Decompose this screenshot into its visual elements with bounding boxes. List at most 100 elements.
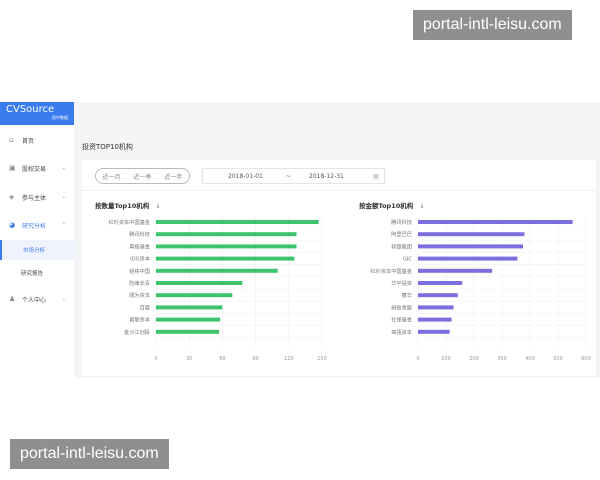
- x-tick-label: 200: [469, 356, 479, 362]
- calendar-icon[interactable]: ▦: [373, 173, 379, 180]
- bar: [156, 232, 297, 237]
- period-quarter[interactable]: 近一季: [133, 173, 152, 181]
- category-label: 社保基金: [391, 316, 413, 324]
- sidebar-item-label: 研究报告: [21, 271, 44, 277]
- x-tick-label: 0: [154, 356, 157, 362]
- category-label: 腾讯科技: [391, 218, 412, 226]
- category-label: 高瓴资本: [391, 328, 412, 336]
- category-label: 软银集团: [391, 242, 412, 250]
- category-label: 百度: [140, 303, 150, 311]
- bar: [156, 220, 319, 224]
- bar: [418, 244, 523, 249]
- category-label: 险峰长青: [129, 279, 150, 287]
- page-title: 投资TOP10机构: [82, 143, 133, 151]
- sidebar-item[interactable]: ◕ 研究分析 ⌃: [0, 215, 74, 235]
- bar: [418, 317, 452, 322]
- x-tick-label: 90: [252, 356, 258, 362]
- divider: [82, 190, 596, 191]
- category-label: 腾讯科技: [129, 230, 150, 238]
- bar: [156, 293, 233, 298]
- date-range-picker[interactable]: 2018-01-01 ~ 2018-12-31 ▦: [202, 168, 385, 184]
- x-tick-label: 100: [441, 356, 451, 362]
- bar: [418, 281, 463, 285]
- x-tick-label: 30: [186, 356, 192, 362]
- bar: [156, 305, 223, 310]
- sidebar: CVSource 投中数据 ⌂ 首页 ▣ 股权交易 ⌄ ◈ 参与主体 ⌄ ◕ 研究分析 ⌃ 市场分析研究…: [0, 102, 74, 378]
- pie-chart-icon: ◕: [9, 221, 16, 229]
- sidebar-item-label: 参与主体: [22, 194, 47, 202]
- x-tick-label: 120: [284, 356, 294, 362]
- chart-title-count: 按数量Top10机构 ↓: [95, 200, 161, 210]
- x-tick-label: 400: [525, 356, 535, 362]
- sidebar-item[interactable]: ◈ 参与主体 ⌄: [0, 187, 74, 207]
- download-icon[interactable]: ↓: [419, 202, 425, 210]
- start-date[interactable]: 2018-01-01: [228, 173, 263, 180]
- category-label: 蚂蚁金服: [391, 303, 413, 311]
- bar: [418, 232, 525, 237]
- chevron-icon[interactable]: ⌄: [61, 194, 66, 200]
- period-month[interactable]: 近一月: [102, 173, 121, 181]
- x-tick-label: 0: [416, 356, 419, 362]
- bar: [156, 317, 221, 322]
- category-label: 阿里巴巴: [391, 230, 412, 238]
- watermark-top: portal-intl-leisu.com: [413, 10, 572, 40]
- sidebar-item-label: 股权交易: [22, 165, 47, 173]
- bar: [156, 256, 295, 261]
- sidebar-item-label: 市场分析: [23, 248, 46, 254]
- sidebar-item[interactable]: ⌂ 首页: [0, 130, 74, 150]
- sidebar-item[interactable]: 研究报告: [0, 263, 74, 283]
- chart-title-amount: 按金额Top10机构 ↓: [359, 200, 425, 210]
- sidebar-item[interactable]: 市场分析: [0, 240, 74, 260]
- x-tick-label: 150: [317, 356, 327, 362]
- app: CVSource 投中数据 ⌂ 首页 ▣ 股权交易 ⌄ ◈ 参与主体 ⌄ ◕ 研究分析 ⌃ 市场分析研究…: [0, 102, 600, 378]
- content-card: 近一月 近一季 近一年 2018-01-01 ~ 2018-12-31 ▦ 按数…: [82, 160, 596, 376]
- chevron-icon[interactable]: ⌃: [61, 222, 66, 228]
- category-label: 华平投资: [391, 279, 412, 287]
- chart-title-text: 按金额Top10机构: [359, 202, 414, 210]
- category-label: 真格基金: [129, 242, 151, 250]
- lock-icon: ▣: [9, 164, 16, 172]
- bar: [156, 329, 220, 334]
- sidebar-item-label: 个人中心: [22, 296, 47, 304]
- sidebar-item[interactable]: ♟ 个人中心 ⌄: [0, 289, 74, 309]
- x-tick-label: 500: [553, 356, 563, 362]
- cube-icon: ◈: [9, 193, 15, 201]
- user-icon: ♟: [9, 295, 16, 303]
- logo[interactable]: CVSource 投中数据: [0, 102, 74, 125]
- bar: [418, 305, 454, 310]
- category-label: GIC: [403, 257, 413, 263]
- end-date[interactable]: 2018-12-31: [309, 173, 344, 180]
- bar: [156, 244, 297, 249]
- category-label: 春华: [402, 291, 412, 299]
- bar: [418, 329, 450, 334]
- charts: 0 30 60 90 120 150红杉资本中国基金腾讯科技真格基金IDG资本经纬中国险峰…: [108, 216, 591, 362]
- category-label: 顺为资本: [129, 291, 150, 299]
- category-label: 经纬中国: [129, 267, 150, 275]
- chevron-icon[interactable]: ⌄: [61, 165, 66, 171]
- bar: [156, 281, 243, 285]
- chevron-icon[interactable]: ⌄: [61, 296, 66, 302]
- logo-text: CVSource: [6, 104, 55, 115]
- period-selector: 近一月 近一季 近一年: [95, 168, 190, 184]
- category-label: 金沙江创投: [124, 328, 150, 336]
- sidebar-item-label: 首页: [22, 137, 35, 145]
- category-label: 红杉资本中国基金: [108, 218, 150, 226]
- bar: [418, 293, 458, 298]
- x-tick-label: 60: [219, 356, 225, 362]
- chart-title-text: 按数量Top10机构: [95, 202, 150, 210]
- sidebar-item[interactable]: ▣ 股权交易 ⌄: [0, 158, 74, 178]
- category-label: IDG资本: [130, 255, 150, 263]
- bar: [418, 268, 493, 273]
- period-year[interactable]: 近一年: [164, 173, 183, 181]
- logo-subtext: 投中数据: [52, 115, 68, 120]
- watermark-bottom: portal-intl-leisu.com: [10, 439, 169, 469]
- x-tick-label: 600: [581, 356, 591, 362]
- sidebar-item-label: 研究分析: [22, 222, 47, 230]
- download-icon[interactable]: ↓: [155, 202, 161, 210]
- bar: [156, 268, 278, 273]
- category-label: 红杉资本中国基金: [370, 267, 412, 275]
- x-tick-label: 300: [497, 356, 507, 362]
- bar: [418, 256, 518, 261]
- date-separator: ~: [286, 173, 292, 180]
- bar: [418, 220, 573, 224]
